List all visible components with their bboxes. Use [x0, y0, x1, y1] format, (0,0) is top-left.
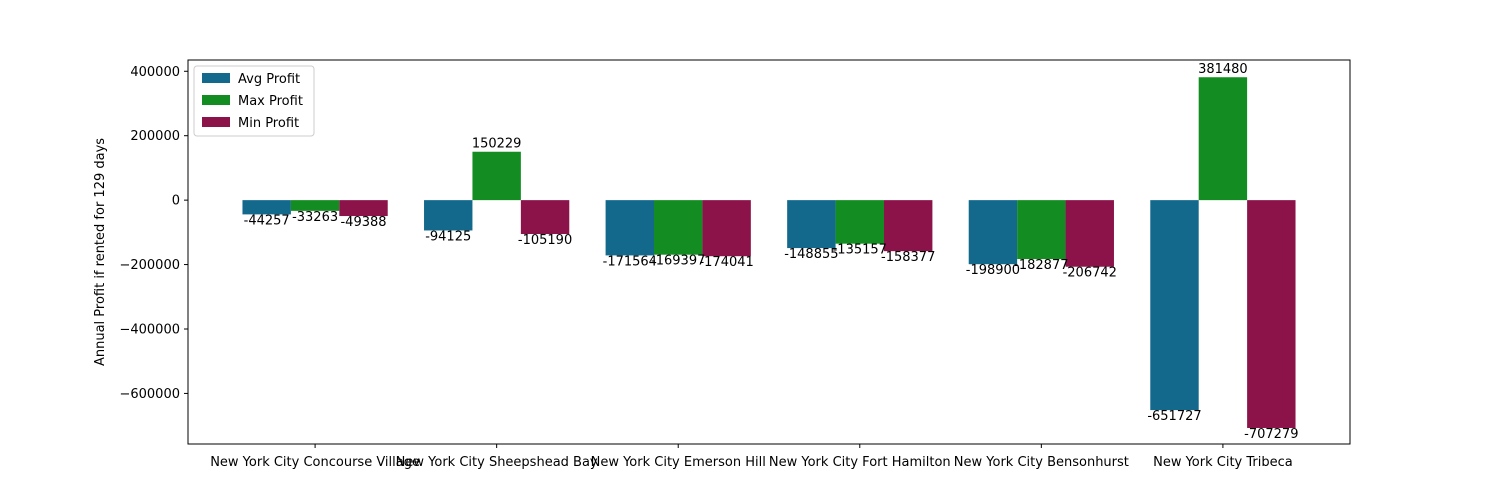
bar-max-profit-3 [835, 200, 884, 244]
y-tick-label: 400000 [130, 65, 180, 80]
bars-layer [242, 77, 1296, 428]
data-label: -171564 [603, 254, 657, 269]
y-tick-label: −600000 [119, 387, 180, 402]
data-label: -33263 [292, 210, 338, 225]
bar-avg-profit-3 [787, 200, 836, 249]
bar-max-profit-4 [1017, 200, 1066, 260]
bar-min-profit-1 [520, 200, 570, 235]
y-tick-label: −200000 [119, 258, 180, 273]
data-label: -94125 [425, 229, 471, 244]
bar-avg-profit-1 [424, 200, 473, 231]
x-tick-label: New York City Bensonhurst [954, 455, 1129, 470]
x-tick-label: New York City Sheepshead Bay [396, 455, 598, 470]
bar-max-profit-1 [472, 151, 521, 201]
data-labels-layer: -44257 -94125 -171564 -148855 -198900 -651727… [244, 62, 1299, 442]
data-label: -174041 [699, 255, 753, 270]
bar-avg-profit-5 [1150, 200, 1199, 411]
x-tick-label: New York City Tribeca [1153, 455, 1293, 470]
bar-min-profit-0 [339, 200, 388, 217]
bar-max-profit-5 [1198, 77, 1248, 201]
data-label: -44257 [244, 213, 290, 228]
data-label: -182877 [1014, 258, 1068, 273]
data-label: -707279 [1244, 427, 1298, 442]
x-tick-label: New York City Concourse Village [210, 455, 420, 470]
bar-avg-profit-0 [242, 200, 291, 215]
data-label: -206742 [1063, 266, 1117, 281]
data-label: -135157 [833, 243, 887, 258]
data-label: -49388 [340, 215, 386, 230]
bar-min-profit-5 [1247, 200, 1296, 428]
x-tick-label: New York City Emerson Hill [591, 455, 766, 470]
y-tick-label: −400000 [119, 322, 180, 337]
legend-entry: Min Profit [238, 116, 299, 131]
legend-entry: Max Profit [238, 94, 303, 109]
plot-frame [187, 59, 1351, 445]
data-label: 150229 [472, 137, 522, 152]
y-tick-label: 200000 [130, 129, 180, 144]
bar-max-profit-0 [290, 200, 340, 211]
bar-min-profit-3 [883, 200, 933, 252]
data-label: 381480 [1198, 62, 1248, 77]
data-label: -198900 [966, 263, 1020, 278]
bar-min-profit-2 [702, 200, 751, 257]
bar-avg-profit-4 [968, 200, 1018, 265]
bar-min-profit-4 [1065, 200, 1114, 267]
data-label: -148855 [784, 247, 838, 262]
data-label: -105190 [518, 233, 572, 248]
bar-max-profit-2 [654, 200, 703, 255]
legend: Avg Profit Max Profit Min Profit [193, 65, 315, 137]
legend-entry: Avg Profit [238, 72, 300, 87]
data-label: -158377 [881, 250, 935, 265]
data-label: -651727 [1147, 409, 1201, 424]
x-tick-label: New York City Fort Hamilton [769, 455, 951, 470]
legend-swatch [202, 117, 230, 127]
data-label: -169397 [651, 254, 705, 269]
y-axis-label: Annual Profit if rented for 129 days [93, 138, 108, 366]
y-tick-label: 0 [172, 194, 180, 209]
legend-swatch [202, 73, 230, 83]
bar-avg-profit-2 [605, 200, 655, 256]
legend-swatch [202, 95, 230, 105]
y-axis: −600000 −400000 −200000 0 200000 400000 [119, 65, 188, 402]
